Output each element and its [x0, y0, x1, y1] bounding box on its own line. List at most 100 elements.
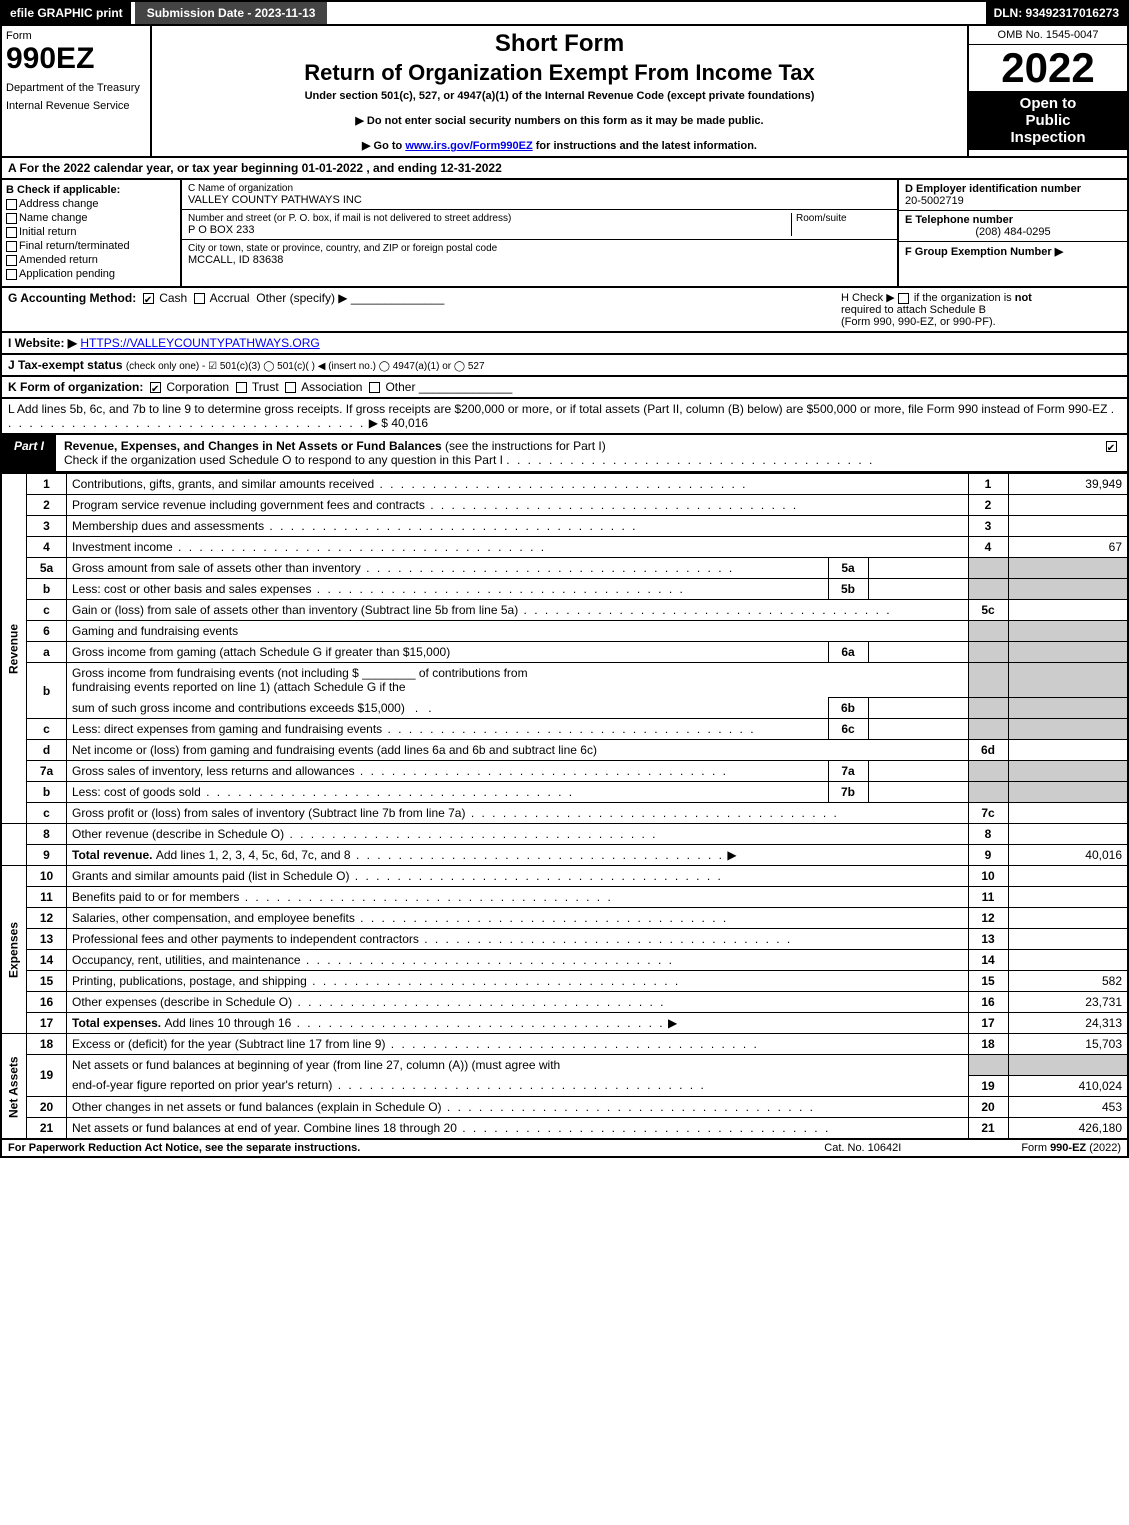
footer-year: (2022) [1086, 1142, 1121, 1154]
chk-name-change[interactable]: Name change [6, 212, 176, 224]
l12-ln: 12 [968, 908, 1008, 929]
l21-amt: 426,180 [1008, 1117, 1128, 1139]
notice-ssn: ▶ Do not enter social security numbers o… [158, 114, 961, 127]
l21-text: Net assets or fund balances at end of ye… [72, 1121, 457, 1135]
header-left: Form 990EZ Department of the Treasury In… [2, 26, 152, 156]
j-label: J Tax-exempt status [8, 358, 123, 372]
chk-application-pending[interactable]: Application pending [6, 268, 176, 280]
l14-ln: 14 [968, 950, 1008, 971]
l6c-sn: 6c [828, 719, 868, 740]
l7a-sn: 7a [828, 761, 868, 782]
l19-amt: 410,024 [1008, 1075, 1128, 1096]
l19-text1: Net assets or fund balances at beginning… [67, 1055, 969, 1076]
l16-num: 16 [27, 992, 67, 1013]
irs-link[interactable]: www.irs.gov/Form990EZ [405, 140, 532, 152]
l15-amt: 582 [1008, 971, 1128, 992]
l5b-num: b [27, 579, 67, 600]
l18-num: 18 [27, 1034, 67, 1055]
chk-trust[interactable] [236, 382, 247, 393]
org-street: P O BOX 233 [188, 224, 791, 236]
l21-num: 21 [27, 1117, 67, 1139]
l4-ln: 4 [968, 537, 1008, 558]
chk-initial-return[interactable]: Initial return [6, 226, 176, 238]
l7c-amt [1008, 803, 1128, 824]
section-i: I Website: ▶ HTTPS://VALLEYCOUNTYPATHWAY… [0, 333, 1129, 355]
website-link[interactable]: HTTPS://VALLEYCOUNTYPATHWAYS.ORG [80, 336, 319, 350]
l17-text: Total expenses. [72, 1016, 164, 1030]
chk-address-change[interactable]: Address change [6, 198, 176, 210]
l11-amt [1008, 887, 1128, 908]
chk-other-org[interactable] [369, 382, 380, 393]
chk-accrual[interactable] [194, 293, 205, 304]
l20-text: Other changes in net assets or fund bala… [72, 1100, 442, 1114]
l15-num: 15 [27, 971, 67, 992]
l13-num: 13 [27, 929, 67, 950]
dept-treasury: Department of the Treasury [6, 82, 146, 94]
l5b-sv [868, 579, 968, 600]
c-name-label: C Name of organization [188, 183, 891, 194]
l6b-sn: 6b [828, 698, 868, 719]
l6b-text1: Gross income from fundraising events (no… [72, 666, 359, 680]
room-suite-label: Room/suite [796, 213, 891, 224]
chk-amended-return[interactable]: Amended return [6, 254, 176, 266]
l5a-num: 5a [27, 558, 67, 579]
submission-date: Submission Date - 2023-11-13 [135, 2, 328, 24]
chk-final-return[interactable]: Final return/terminated [6, 240, 176, 252]
h-line1-post: if the organization is [911, 292, 1015, 304]
open-line1: Open to [973, 95, 1123, 112]
tax-year: 2022 [969, 45, 1127, 91]
l6a-sv [868, 642, 968, 663]
k-label: K Form of organization: [8, 380, 143, 394]
chk-amended-return-label: Amended return [19, 254, 98, 266]
l9-ln: 9 [968, 845, 1008, 866]
l16-text: Other expenses (describe in Schedule O) [72, 995, 292, 1009]
e-phone-label: E Telephone number [905, 214, 1013, 226]
l19-text2: end-of-year figure reported on prior yea… [72, 1078, 332, 1092]
form-word: Form [6, 30, 146, 42]
dln: DLN: 93492317016273 [986, 2, 1127, 24]
l4-amt: 67 [1008, 537, 1128, 558]
form-header: Form 990EZ Department of the Treasury In… [0, 26, 1129, 158]
j-rest: (check only one) - ☑ 501(c)(3) ◯ 501(c)(… [126, 361, 485, 372]
l1-ln: 1 [968, 474, 1008, 495]
part-i-table: Revenue 1 Contributions, gifts, grants, … [0, 473, 1129, 1140]
l7c-num: c [27, 803, 67, 824]
footer-left: For Paperwork Reduction Act Notice, see … [8, 1142, 824, 1154]
l4-text: Investment income [72, 540, 173, 554]
section-k: K Form of organization: Corporation Trus… [0, 377, 1129, 399]
l6c-sv [868, 719, 968, 740]
l11-ln: 11 [968, 887, 1008, 908]
page-footer: For Paperwork Reduction Act Notice, see … [0, 1140, 1129, 1158]
dept-irs: Internal Revenue Service [6, 100, 146, 112]
ein-value: 20-5002719 [905, 195, 964, 207]
open-line2: Public [973, 112, 1123, 129]
l19-ln: 19 [968, 1075, 1008, 1096]
part-i-check[interactable] [1097, 435, 1127, 471]
l7b-sv [868, 782, 968, 803]
l20-num: 20 [27, 1096, 67, 1117]
chk-cash[interactable] [143, 293, 154, 304]
l7b-sn: 7b [828, 782, 868, 803]
chk-h[interactable] [898, 293, 909, 304]
trust-label: Trust [252, 380, 279, 394]
chk-address-change-label: Address change [19, 198, 99, 210]
l18-amt: 15,703 [1008, 1034, 1128, 1055]
corporation-label: Corporation [166, 380, 229, 394]
f-group-label: F Group Exemption Number ▶ [905, 246, 1063, 258]
efile-print[interactable]: efile GRAPHIC print [2, 2, 131, 24]
l6a-num: a [27, 642, 67, 663]
top-bar: efile GRAPHIC print Submission Date - 20… [0, 0, 1129, 26]
l5c-num: c [27, 600, 67, 621]
chk-corporation[interactable] [150, 382, 161, 393]
l12-num: 12 [27, 908, 67, 929]
l-text: L Add lines 5b, 6c, and 7b to line 9 to … [8, 402, 1107, 416]
l18-ln: 18 [968, 1034, 1008, 1055]
l15-text: Printing, publications, postage, and shi… [72, 974, 307, 988]
chk-association[interactable] [285, 382, 296, 393]
i-label: I Website: ▶ [8, 336, 77, 350]
l6d-num: d [27, 740, 67, 761]
chk-initial-return-label: Initial return [19, 226, 76, 238]
l18-text: Excess or (deficit) for the year (Subtra… [72, 1037, 385, 1051]
section-h: H Check ▶ if the organization is not req… [841, 291, 1121, 328]
l13-amt [1008, 929, 1128, 950]
